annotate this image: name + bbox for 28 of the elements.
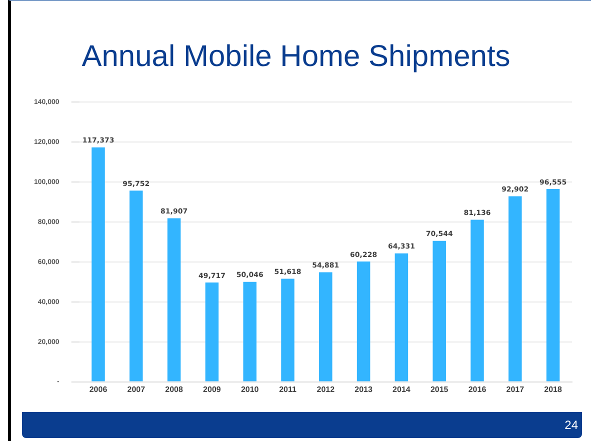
x-tick-label: 2006	[89, 384, 108, 394]
bar	[508, 196, 522, 382]
x-tick-label: 2013	[354, 384, 373, 394]
x-tick-label: 2016	[468, 384, 487, 394]
x-tick-label: 2011	[279, 384, 297, 394]
x-tick-label: 2008	[165, 384, 184, 394]
text: 24	[564, 417, 578, 434]
bar	[432, 240, 446, 382]
bar	[130, 190, 143, 382]
x-tick-label: 2018	[544, 384, 562, 394]
bar	[356, 262, 370, 382]
bar	[243, 282, 256, 382]
x-tick-label: 2015	[430, 384, 449, 394]
x-tick-label: 2010	[240, 384, 260, 394]
bar	[546, 188, 560, 382]
bar	[281, 278, 294, 382]
x-tick-label: 2009	[203, 384, 222, 394]
bar	[319, 272, 332, 382]
bar	[167, 218, 181, 382]
bar	[394, 253, 408, 382]
bar	[92, 147, 105, 382]
chart-title: Annual Mobile Home Shipments	[80, 40, 512, 74]
x-tick-label: 2014	[392, 384, 411, 394]
x-tick-label: 2017	[506, 384, 525, 394]
x-tick-label: 2012	[316, 384, 336, 394]
x-tick-label: 2007	[127, 384, 146, 394]
bar	[205, 282, 219, 382]
bar	[470, 220, 484, 382]
